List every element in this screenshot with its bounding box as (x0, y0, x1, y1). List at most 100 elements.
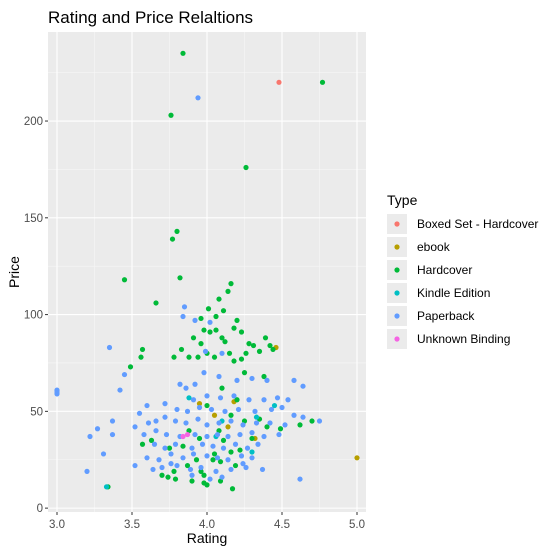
data-point (228, 466, 234, 473)
data-point (198, 464, 204, 471)
legend-items: Boxed Set - Hardcover ebook Hardcover Kindl… (387, 214, 538, 349)
data-point (183, 420, 189, 426)
data-point (249, 455, 255, 461)
data-point (246, 341, 252, 347)
data-point (94, 426, 101, 432)
series-boxed-set-hardcover (276, 79, 282, 85)
data-point (220, 445, 227, 451)
data-point (279, 404, 285, 411)
x-tick-label: 5.0 (349, 519, 365, 531)
data-point (274, 395, 281, 401)
data-point (166, 445, 173, 451)
data-point (255, 441, 261, 447)
data-point (204, 402, 210, 409)
data-point (210, 457, 216, 463)
data-point (189, 478, 195, 484)
data-point (192, 381, 198, 387)
data-point (202, 348, 209, 354)
data-point (168, 461, 174, 467)
data-point (240, 422, 246, 428)
data-point (237, 431, 243, 438)
data-point (109, 418, 116, 424)
data-point (189, 472, 195, 478)
data-point (207, 476, 213, 482)
data-point (201, 370, 207, 376)
series-paperback (54, 95, 323, 482)
data-point (145, 420, 152, 426)
data-point (210, 443, 216, 449)
data-point (268, 406, 275, 413)
data-point (172, 476, 179, 482)
data-point (249, 435, 255, 442)
data-point (180, 443, 186, 449)
data-point (276, 79, 282, 85)
data-point (162, 445, 168, 451)
data-point (316, 418, 323, 424)
data-point (195, 95, 201, 101)
data-point (291, 377, 297, 383)
data-point (178, 346, 185, 353)
data-point (246, 397, 252, 403)
legend-label: Boxed Set - Hardcover (417, 217, 538, 231)
grid-lines (48, 32, 366, 512)
data-point (207, 329, 213, 335)
data-point (214, 431, 221, 438)
data-point (193, 457, 200, 463)
data-point (300, 383, 306, 389)
data-point (267, 420, 273, 426)
data-point (225, 424, 231, 430)
data-point (177, 275, 183, 281)
data-point (219, 335, 225, 341)
data-point (229, 486, 236, 492)
data-point (204, 433, 210, 440)
x-axis-title: Rating (187, 530, 227, 546)
data-point (211, 412, 218, 418)
data-point (238, 356, 245, 362)
data-point (163, 431, 170, 438)
data-point (232, 441, 239, 447)
legend-label: Hardcover (417, 263, 472, 277)
data-point (184, 408, 191, 414)
data-point (141, 431, 147, 438)
series-kindle-edition (103, 395, 278, 490)
data-point (144, 455, 150, 461)
data-point (214, 455, 221, 461)
data-point (234, 397, 240, 403)
x-tick-label: 4.0 (199, 519, 215, 531)
data-point (165, 474, 171, 480)
data-point (204, 393, 210, 399)
data-point (243, 464, 249, 471)
data-point (238, 329, 245, 335)
data-point (159, 472, 165, 478)
data-point (225, 433, 231, 440)
data-point (199, 441, 206, 447)
data-point (250, 342, 257, 349)
data-point (106, 344, 113, 351)
data-point (253, 414, 260, 420)
data-point (195, 416, 201, 422)
data-point (172, 418, 179, 424)
data-point (231, 325, 237, 331)
data-point (276, 431, 282, 438)
data-point (172, 441, 179, 447)
data-point (213, 313, 219, 320)
y-tick-label: 150 (24, 213, 43, 225)
data-point (181, 304, 188, 310)
data-point (198, 315, 204, 322)
data-point (211, 451, 218, 457)
x-tick-label: 3.0 (49, 519, 65, 531)
data-point (252, 408, 258, 414)
data-point (168, 451, 174, 457)
data-point (174, 228, 180, 234)
data-point (162, 401, 168, 407)
data-point (300, 414, 306, 420)
data-point (217, 395, 224, 401)
data-point (205, 306, 212, 312)
data-point (174, 406, 180, 413)
data-point (228, 449, 234, 455)
y-tick-label: 50 (30, 406, 43, 418)
data-point (309, 418, 315, 424)
data-point (184, 462, 191, 469)
data-point (204, 453, 210, 459)
